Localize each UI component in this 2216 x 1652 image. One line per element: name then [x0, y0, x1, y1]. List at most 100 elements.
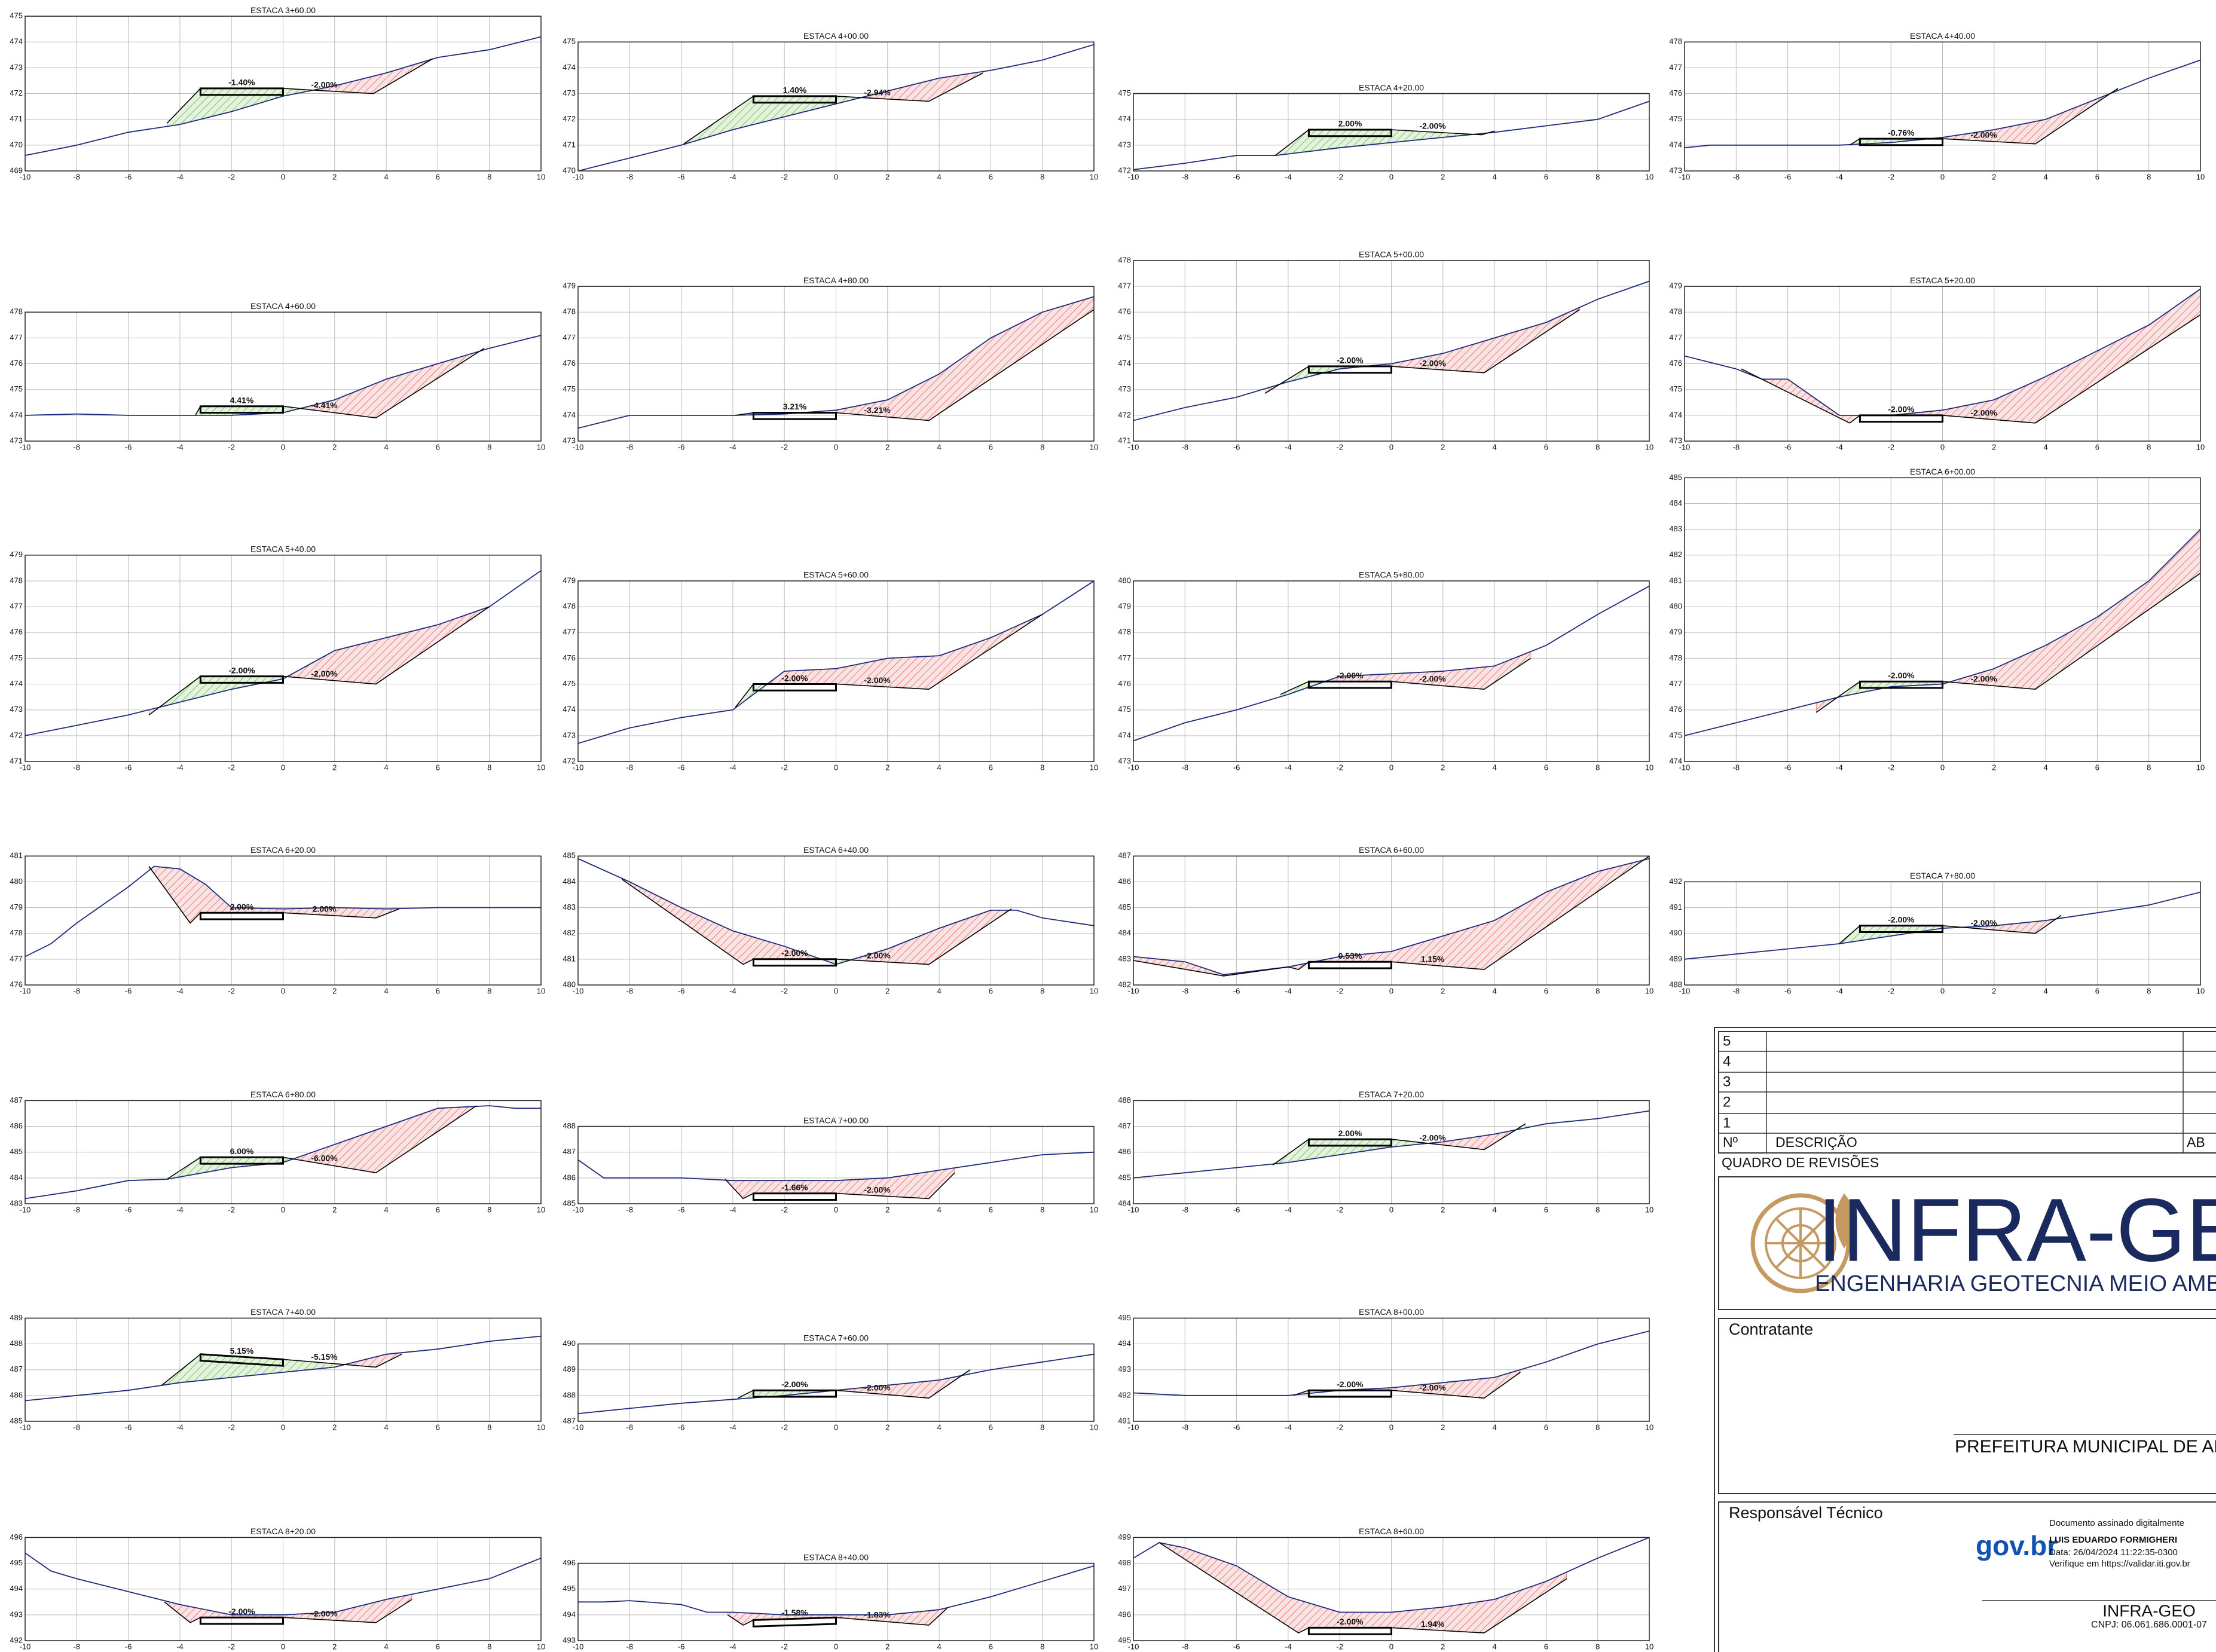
- crossfall-label: 5.15%: [230, 1346, 254, 1356]
- y-tick-label: 475: [1118, 705, 1131, 714]
- section-title: ESTACA 4+20.00: [1359, 82, 1424, 92]
- y-tick-label: 473: [1118, 384, 1131, 393]
- y-tick-label: 484: [563, 877, 576, 886]
- x-tick-label: -2: [228, 986, 235, 995]
- pavement: [1309, 1627, 1391, 1634]
- y-tick-label: 477: [563, 333, 576, 342]
- x-tick-label: 8: [1040, 172, 1044, 181]
- x-tick-label: 0: [1940, 172, 1945, 181]
- crossfall-label: -2.00%: [1888, 405, 1915, 414]
- x-tick-label: -8: [74, 442, 81, 451]
- crossfall-label: 2.00%: [313, 904, 337, 914]
- x-tick-label: 10: [1645, 986, 1653, 995]
- y-tick-label: 477: [10, 333, 23, 342]
- y-tick-label: 473: [1118, 140, 1131, 149]
- crossfall-label: -5.15%: [311, 1352, 338, 1362]
- x-tick-label: -2: [228, 763, 235, 772]
- crossfall-label: -2.00%: [1337, 356, 1364, 365]
- x-tick-label: -8: [626, 1642, 634, 1651]
- section-title: ESTACA 7+20.00: [1359, 1090, 1424, 1099]
- y-tick-label: 485: [563, 1198, 576, 1207]
- x-tick-label: -2: [1336, 763, 1343, 772]
- y-tick-label: 478: [1118, 255, 1131, 264]
- x-tick-label: 10: [1645, 442, 1653, 451]
- y-tick-label: 475: [1118, 333, 1131, 342]
- x-tick-label: 10: [2196, 172, 2205, 181]
- y-tick-label: 477: [1669, 333, 1682, 342]
- section-title: ESTACA 8+40.00: [803, 1552, 869, 1562]
- y-tick-label: 491: [1669, 903, 1682, 911]
- x-tick-label: 2: [1441, 986, 1445, 995]
- x-tick-label: 10: [1090, 1422, 1098, 1431]
- y-tick-label: 481: [563, 954, 576, 963]
- x-tick-label: 10: [1090, 986, 1098, 995]
- y-tick-label: 479: [10, 903, 23, 911]
- y-tick-label: 471: [10, 756, 23, 765]
- y-tick-label: 495: [10, 1558, 23, 1567]
- x-tick-label: -6: [1784, 442, 1792, 451]
- x-tick-label: -4: [176, 172, 184, 181]
- y-tick-label: 478: [1669, 37, 1682, 46]
- x-tick-label: -6: [678, 442, 685, 451]
- y-tick-label: 477: [10, 602, 23, 611]
- y-tick-label: 485: [1118, 1173, 1131, 1182]
- y-tick-label: 475: [10, 653, 23, 662]
- x-tick-label: -4: [176, 763, 184, 772]
- x-tick-label: 8: [2147, 442, 2151, 451]
- y-tick-label: 474: [563, 705, 576, 714]
- crossfall-label: -1.58%: [781, 1608, 808, 1617]
- x-tick-label: 2: [332, 172, 337, 181]
- y-tick-label: 474: [1118, 359, 1131, 368]
- logo-tagline: ENGENHARIA GEOTECNIA MEIO AMB: [1815, 1271, 2216, 1296]
- x-tick-label: 0: [281, 172, 285, 181]
- crossfall-label: -2.00%: [1970, 130, 1997, 140]
- y-tick-label: 487: [1118, 851, 1131, 860]
- y-tick-label: 474: [10, 37, 23, 46]
- technical-label: Responsável Técnico: [1729, 1504, 1883, 1522]
- crossfall-label: -2.00%: [781, 1379, 808, 1389]
- y-tick-label: 487: [563, 1147, 576, 1156]
- crossfall-label: -2.00%: [864, 1383, 891, 1393]
- x-tick-label: 10: [2196, 986, 2205, 995]
- x-tick-label: -4: [729, 1205, 736, 1214]
- x-tick-label: 8: [1595, 172, 1600, 181]
- section-title: ESTACA 7+80.00: [1910, 871, 1975, 880]
- x-tick-label: -2: [1336, 172, 1343, 181]
- y-tick-label: 480: [1118, 576, 1131, 585]
- y-tick-label: 474: [1669, 410, 1682, 419]
- x-tick-label: -8: [74, 1642, 81, 1651]
- x-tick-label: 6: [2095, 172, 2099, 181]
- design-line: [1265, 310, 1579, 393]
- x-tick-label: 10: [1090, 442, 1098, 451]
- y-tick-label: 472: [1118, 410, 1131, 419]
- x-tick-label: 4: [1492, 1642, 1496, 1651]
- x-tick-label: -4: [176, 986, 184, 995]
- x-tick-label: 0: [834, 986, 838, 995]
- x-tick-label: -6: [125, 1642, 132, 1651]
- pavement: [200, 1617, 283, 1624]
- section-title: ESTACA 8+60.00: [1359, 1526, 1424, 1536]
- x-tick-label: 4: [937, 1642, 941, 1651]
- y-tick-label: 483: [563, 903, 576, 911]
- y-tick-label: 488: [1669, 980, 1682, 989]
- section-title: ESTACA 6+40.00: [803, 845, 869, 855]
- cross-section: -10-8-6-4-20246810488489490491492ESTACA …: [1669, 871, 2205, 995]
- section-title: ESTACA 7+40.00: [250, 1307, 316, 1317]
- y-tick-label: 476: [563, 359, 576, 368]
- crossfall-label: 0.53%: [1338, 951, 1362, 960]
- x-tick-label: 6: [1544, 442, 1548, 451]
- x-tick-label: 8: [487, 172, 491, 181]
- y-tick-label: 478: [1118, 628, 1131, 637]
- x-tick-label: 10: [1645, 172, 1653, 181]
- x-tick-label: -2: [1336, 986, 1343, 995]
- y-tick-label: 476: [1669, 705, 1682, 714]
- y-tick-label: 478: [563, 602, 576, 611]
- x-tick-label: -8: [1182, 986, 1189, 995]
- y-tick-label: 495: [1118, 1635, 1131, 1644]
- cut-area: [1265, 307, 1579, 393]
- y-tick-label: 485: [563, 851, 576, 860]
- y-tick-label: 489: [1669, 954, 1682, 963]
- y-tick-label: 476: [563, 653, 576, 662]
- x-tick-label: 10: [1645, 1422, 1653, 1431]
- y-tick-label: 475: [563, 384, 576, 393]
